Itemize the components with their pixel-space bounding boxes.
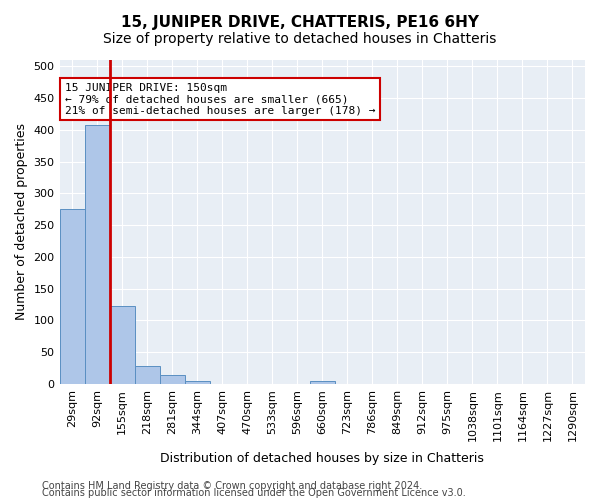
- Text: 15, JUNIPER DRIVE, CHATTERIS, PE16 6HY: 15, JUNIPER DRIVE, CHATTERIS, PE16 6HY: [121, 15, 479, 30]
- Bar: [134, 366, 160, 384]
- Text: Contains public sector information licensed under the Open Government Licence v3: Contains public sector information licen…: [42, 488, 466, 498]
- Bar: [160, 375, 185, 384]
- Bar: [59, 209, 85, 384]
- X-axis label: Distribution of detached houses by size in Chatteris: Distribution of detached houses by size …: [160, 452, 484, 465]
- Text: 15 JUNIPER DRIVE: 150sqm
← 79% of detached houses are smaller (665)
21% of semi-: 15 JUNIPER DRIVE: 150sqm ← 79% of detach…: [65, 82, 375, 116]
- Bar: [85, 125, 110, 384]
- Y-axis label: Number of detached properties: Number of detached properties: [15, 124, 28, 320]
- Text: Contains HM Land Registry data © Crown copyright and database right 2024.: Contains HM Land Registry data © Crown c…: [42, 481, 422, 491]
- Text: Size of property relative to detached houses in Chatteris: Size of property relative to detached ho…: [103, 32, 497, 46]
- Bar: [310, 380, 335, 384]
- Bar: [185, 380, 209, 384]
- Bar: [110, 306, 134, 384]
